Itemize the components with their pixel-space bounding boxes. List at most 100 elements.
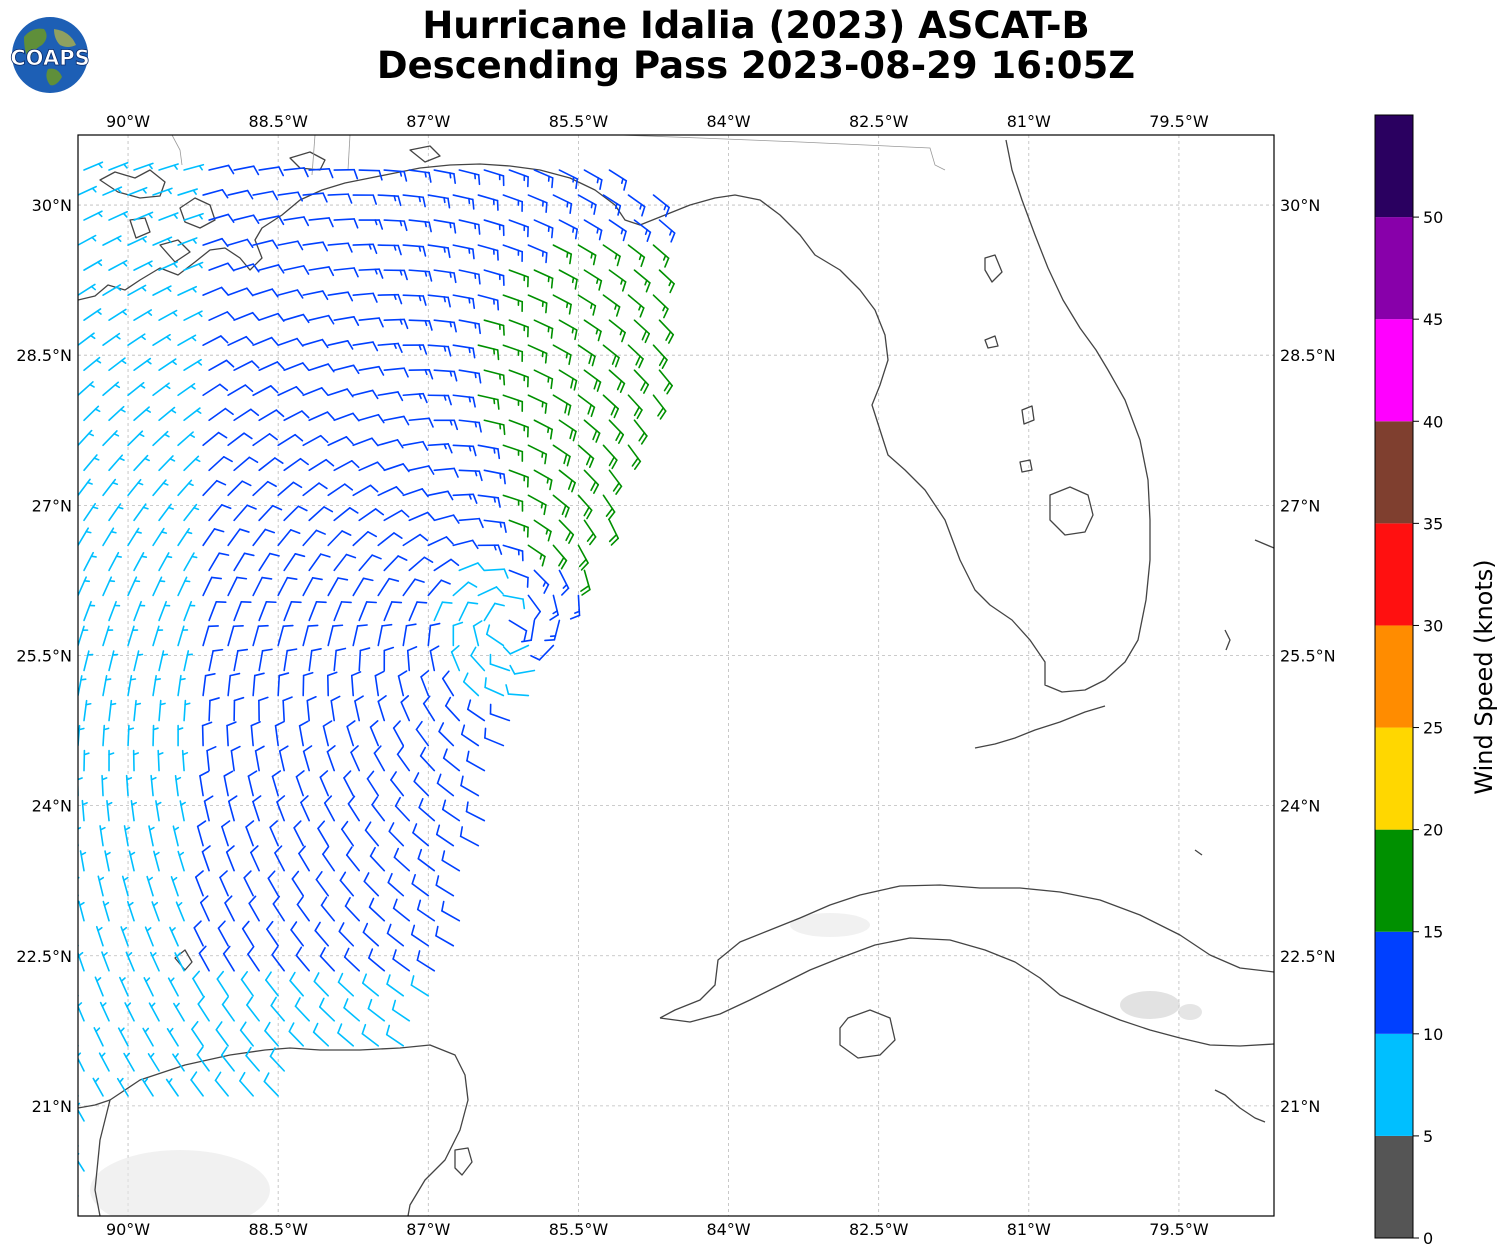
wind-barb [339,871,355,897]
wind-barb [633,219,652,242]
wind-barb [458,169,481,186]
colorbar-frame [1374,114,1414,1239]
wind-barb [358,554,382,572]
wind-barb [252,336,279,346]
wind-barb [133,162,154,171]
wind-barb [202,673,216,697]
wind-barb [420,670,430,697]
wind-barb [583,369,602,392]
wind-barb [458,601,479,622]
wind-barb [352,389,379,400]
wind-barb [174,774,182,797]
wind-barb [208,262,235,272]
wind-barb [173,1002,185,1022]
wind-barb [371,796,386,822]
wind-barb [327,530,352,547]
wind-barb [552,194,573,215]
wind-barb [502,494,524,512]
wind-barb [330,695,341,722]
wind-barb [170,876,179,897]
cuba [659,884,1274,1019]
wind-barb [306,695,317,722]
wind-barb [383,601,403,622]
wind-barb [247,770,258,797]
wind-barb [458,517,484,529]
wind-barb [470,646,486,672]
wind-barb [527,194,548,214]
wind-barb [252,385,279,397]
wind-barb [477,394,500,410]
wind-barb [277,433,304,447]
wind-barb [269,1047,285,1072]
wind-barb [484,727,505,747]
wind-barb [652,344,668,370]
wind-barb [227,384,254,397]
wind-barb [78,283,96,296]
lat-tick-label-left: 25.5°N [16,646,72,665]
wind-barb [227,480,252,497]
wind-barb [264,1021,279,1047]
wind-barb [127,235,147,246]
wind-barb [352,292,378,303]
wind-barb [383,367,409,378]
wind-barb [93,1027,104,1047]
wind-barb [441,670,455,697]
wind-barb [296,896,310,922]
wind-barb [406,646,418,672]
wind-barb [358,601,377,622]
wind-barb [106,799,113,822]
wind-barb [458,319,481,335]
wind-barb [191,1020,204,1047]
wind-barb [477,494,501,508]
wind-barb [181,749,189,772]
wind-barb [508,469,529,488]
wind-barb [327,291,354,302]
wind-barb [410,924,430,947]
wind-barb [383,415,410,426]
wind-barb [412,823,430,847]
wind-barb [78,185,97,196]
wind-barb [124,1002,135,1022]
wind-barb [216,970,229,997]
wind-barb [233,552,255,572]
wind-barb [102,284,122,296]
wind-barb [433,601,453,622]
plot-area [78,135,1274,1216]
wind-barb [502,394,524,412]
wind-barb [483,219,505,237]
wind-barb [102,332,121,346]
wind-barb [383,219,408,232]
wind-barb [408,219,432,233]
wind-barb [283,313,310,324]
wind-barb [276,795,286,822]
wind-barb [452,244,475,260]
wind-barb [427,394,452,406]
wind-barb [265,971,279,997]
wind-barb [95,925,104,947]
lat-tick-label-right: 25.5°N [1280,646,1336,665]
wind-barb [433,558,460,572]
wind-barb [577,444,595,469]
wind-barb [433,369,458,382]
wind-barb [533,569,550,594]
wind-barb [433,419,459,431]
wind-barb [508,169,529,188]
wind-barb [477,194,499,211]
wind-barb [177,431,195,447]
wind-barb [402,440,429,451]
wind-barb [78,332,96,346]
wind-barb [489,653,511,672]
wind-barb [150,774,157,797]
wind-barb [363,872,380,897]
wind-barb [608,469,623,495]
wind-barb [127,625,139,647]
wind-barb [294,997,310,1022]
wind-barb [608,519,620,546]
wind-barb [369,846,386,872]
wind-barb [239,1021,254,1047]
wind-barb [327,242,353,253]
wind-barb [108,405,126,422]
wind-barb [508,569,529,588]
wind-barb [308,167,334,179]
wind-barb [369,720,380,747]
